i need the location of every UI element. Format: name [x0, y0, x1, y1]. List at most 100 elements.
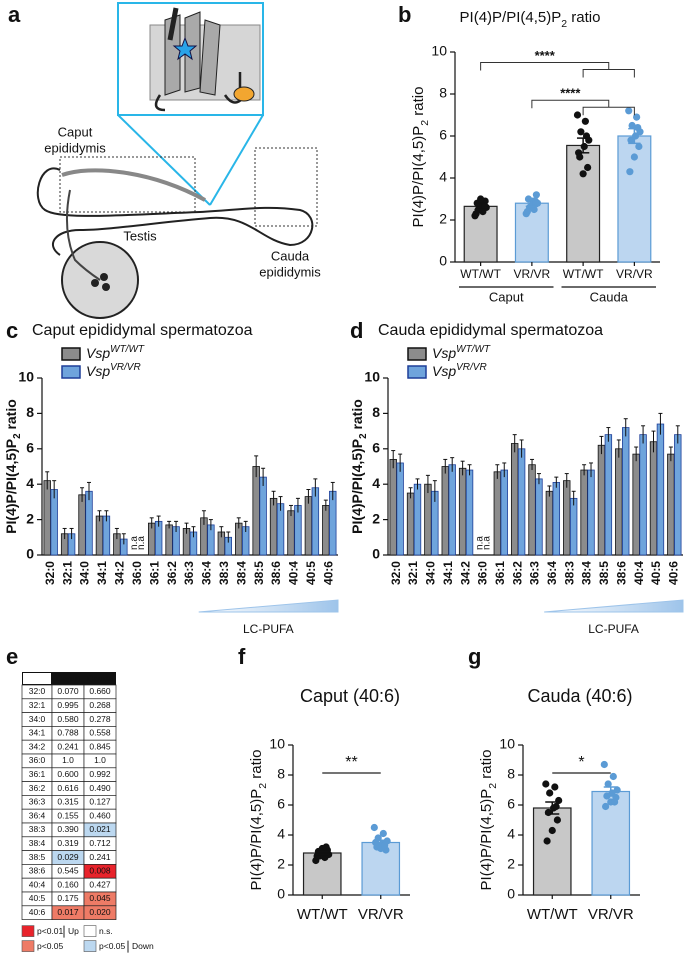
data-point: [602, 802, 610, 811]
table-value: 0.241: [57, 741, 79, 751]
x-tick-label: 36:1: [147, 561, 161, 585]
y-tick-label: 6: [26, 440, 34, 456]
y-axis-label-part: ratio: [410, 87, 427, 120]
significance-bracket: [480, 62, 635, 78]
x-tick-label: 38:3: [217, 561, 231, 585]
cauda-box: [254, 147, 318, 227]
y-axis-label-part: 2: [419, 120, 431, 126]
bar: [667, 453, 675, 556]
y-tick-label: 2: [372, 510, 380, 526]
legend-name: Vsp: [86, 345, 110, 361]
table-row-label: 38:4: [29, 838, 46, 848]
epididymis: [36, 167, 314, 256]
bar: [441, 466, 449, 556]
value-label: n.a: [136, 536, 147, 550]
table-row-label: 34:0: [29, 714, 46, 724]
table-value: 1.0: [94, 755, 106, 765]
x-tick-label: VR/VR: [616, 267, 653, 281]
y-tick-label: 4: [277, 826, 285, 842]
bar: [252, 466, 260, 556]
y-tick-label: 10: [431, 43, 447, 59]
y-tick-label: 2: [277, 856, 285, 872]
x-tick-label: 36:2: [165, 561, 179, 585]
data-point: [600, 760, 608, 769]
y-tick-label: 6: [439, 127, 447, 143]
legend-label: p<0.05: [37, 941, 64, 951]
bar: [580, 469, 588, 556]
group-label: Caput: [489, 289, 524, 304]
value-label: n.a: [482, 536, 493, 550]
annotation: LC-PUFA: [588, 622, 639, 636]
x-tick-label: 38:3: [562, 561, 576, 585]
bar: [269, 497, 278, 556]
data-point: [542, 780, 550, 788]
table-row-label: 40:6: [29, 907, 46, 917]
table-value: 0.616: [57, 783, 79, 793]
bar: [649, 441, 658, 556]
bar: [95, 515, 104, 556]
table-cell: [83, 905, 117, 920]
y-tick-label: 8: [439, 85, 447, 101]
bar: [50, 489, 58, 556]
data-point: [552, 802, 560, 811]
data-point: [322, 843, 330, 851]
table-value: 0.029: [57, 852, 79, 862]
bar: [532, 807, 572, 896]
data-point: [634, 124, 642, 132]
table-row-label: 36:2: [29, 783, 46, 793]
bar: [463, 205, 498, 263]
x-tick-label: 32:1: [406, 561, 420, 585]
x-tick-label: 36:1: [493, 561, 507, 585]
panel-label: a: [8, 2, 21, 27]
x-tick-label: 32:1: [60, 561, 74, 585]
bar: [639, 434, 647, 556]
x-tick-label: 34:1: [95, 561, 109, 585]
bar: [424, 483, 432, 556]
diagram-label: Cauda: [271, 248, 310, 263]
x-tick-label: VR/VR: [514, 267, 551, 281]
y-tick-label: 10: [18, 369, 34, 385]
y-axis-label-part: PI(4)P/PI(4,5)P: [349, 439, 365, 534]
bar: [514, 202, 549, 263]
bar: [656, 423, 665, 556]
y-axis-label-part: 2: [257, 783, 269, 789]
data-point: [577, 128, 585, 136]
table-value: 0.558: [89, 728, 111, 738]
y-axis-label-part: 2: [487, 783, 499, 789]
table-row-label: 36:1: [29, 769, 46, 779]
panel-label: g: [468, 644, 481, 669]
bar: [276, 503, 285, 556]
significance-label: ****: [535, 48, 556, 63]
table-row-label: 34:2: [29, 741, 46, 751]
bar: [569, 497, 578, 556]
table-value: 0.008: [89, 866, 111, 876]
y-tick-label: 2: [439, 211, 447, 227]
bar: [587, 469, 595, 556]
y-axis-label: PI(4)P/PI(4,5)P2 ratio: [3, 399, 23, 534]
x-tick-label: 34:1: [441, 561, 455, 585]
caput-box: [59, 156, 196, 213]
legend-name: Vsp: [86, 363, 110, 379]
table-value: 0.580: [57, 714, 79, 724]
chart-title: PI(4)P/PI(4,5)P2 ratio: [460, 9, 601, 30]
table-value: 0.460: [89, 810, 111, 820]
diagram: Caput epididymis Testis Cauda epididymis: [36, 2, 321, 319]
data-point: [472, 210, 480, 218]
y-axis-label-part: ratio: [248, 750, 265, 783]
y-axis-label-part: ratio: [478, 750, 495, 783]
table-header-cell: Cauda: [87, 673, 113, 683]
legend-swatch: [61, 347, 81, 361]
y-tick-label: 6: [277, 796, 285, 812]
data-point: [523, 208, 531, 216]
significance-bracket: [531, 99, 635, 116]
table-row-label: 38:3: [29, 824, 46, 834]
x-tick-label: 36:3: [182, 561, 196, 585]
bar: [78, 494, 86, 556]
legend-label: VspWT/WT: [432, 344, 491, 361]
bar: [500, 469, 508, 556]
data-point: [548, 826, 556, 835]
table-value: 0.390: [57, 824, 79, 834]
table-row-label: 40:4: [29, 879, 46, 889]
data-point: [544, 808, 552, 817]
legend-swatch: [21, 940, 35, 952]
